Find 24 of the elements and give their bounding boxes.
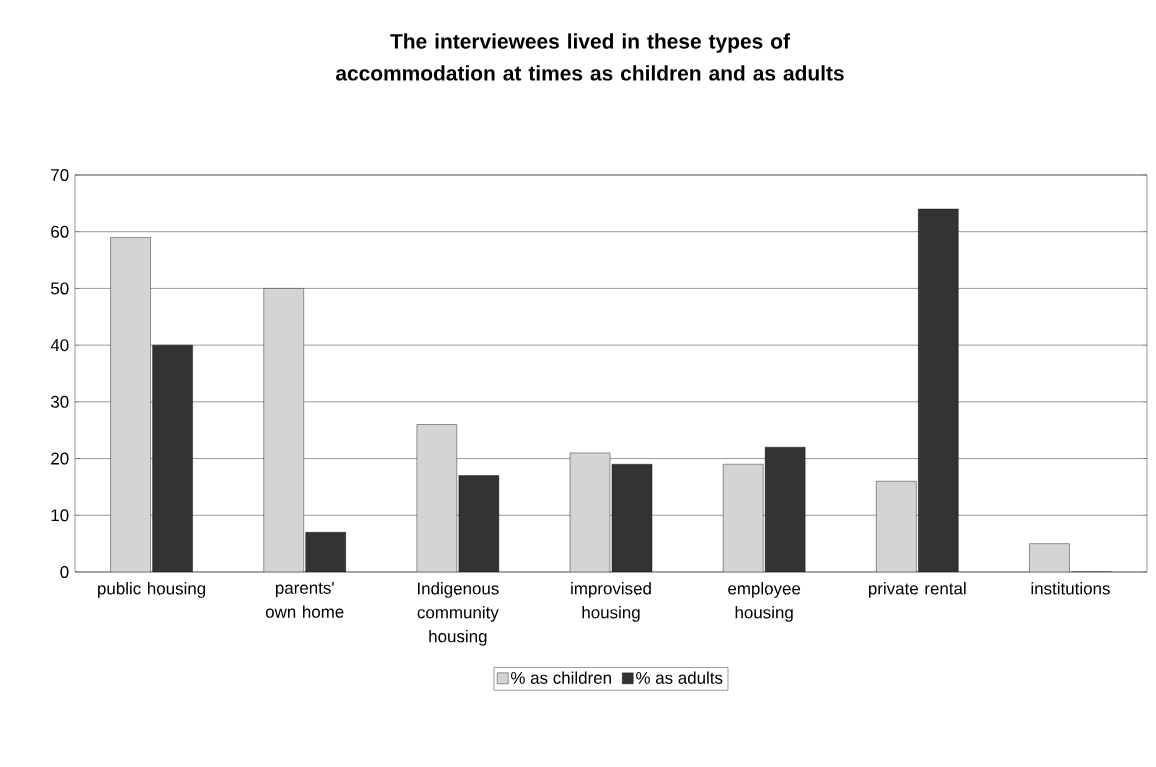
y-tick-label: 30 bbox=[50, 395, 69, 408]
y-tick-label: 10 bbox=[51, 509, 69, 522]
x-tick-label: parents' own home bbox=[265, 582, 344, 618]
x-tick-label: employee housing bbox=[728, 582, 801, 622]
y-tick-label: 60 bbox=[51, 225, 69, 238]
x-tick-label: improvised housing bbox=[571, 582, 651, 622]
bar bbox=[611, 464, 653, 572]
y-tick-label: 0 bbox=[60, 565, 69, 578]
legend-label: % as adults bbox=[636, 671, 723, 684]
bar bbox=[918, 208, 959, 572]
x-tick-label: Indigenous community housing bbox=[417, 582, 499, 646]
legend-label: % as children bbox=[511, 671, 611, 684]
x-tick-label: public housing bbox=[98, 582, 206, 598]
bar bbox=[152, 344, 193, 572]
bar bbox=[305, 532, 346, 572]
x-tick-label: institutions bbox=[1031, 582, 1110, 595]
y-tick-label: 40 bbox=[50, 339, 69, 352]
bar bbox=[764, 447, 806, 572]
y-tick-label: 70 bbox=[51, 168, 69, 181]
chart-title: The interviewees lived in these types of accommodation at times as children and as adults bbox=[336, 33, 844, 81]
y-tick-label: 20 bbox=[51, 452, 69, 465]
x-tick-label: private rental bbox=[868, 582, 966, 598]
bar bbox=[458, 475, 500, 572]
y-tick-label: 50 bbox=[51, 282, 69, 295]
